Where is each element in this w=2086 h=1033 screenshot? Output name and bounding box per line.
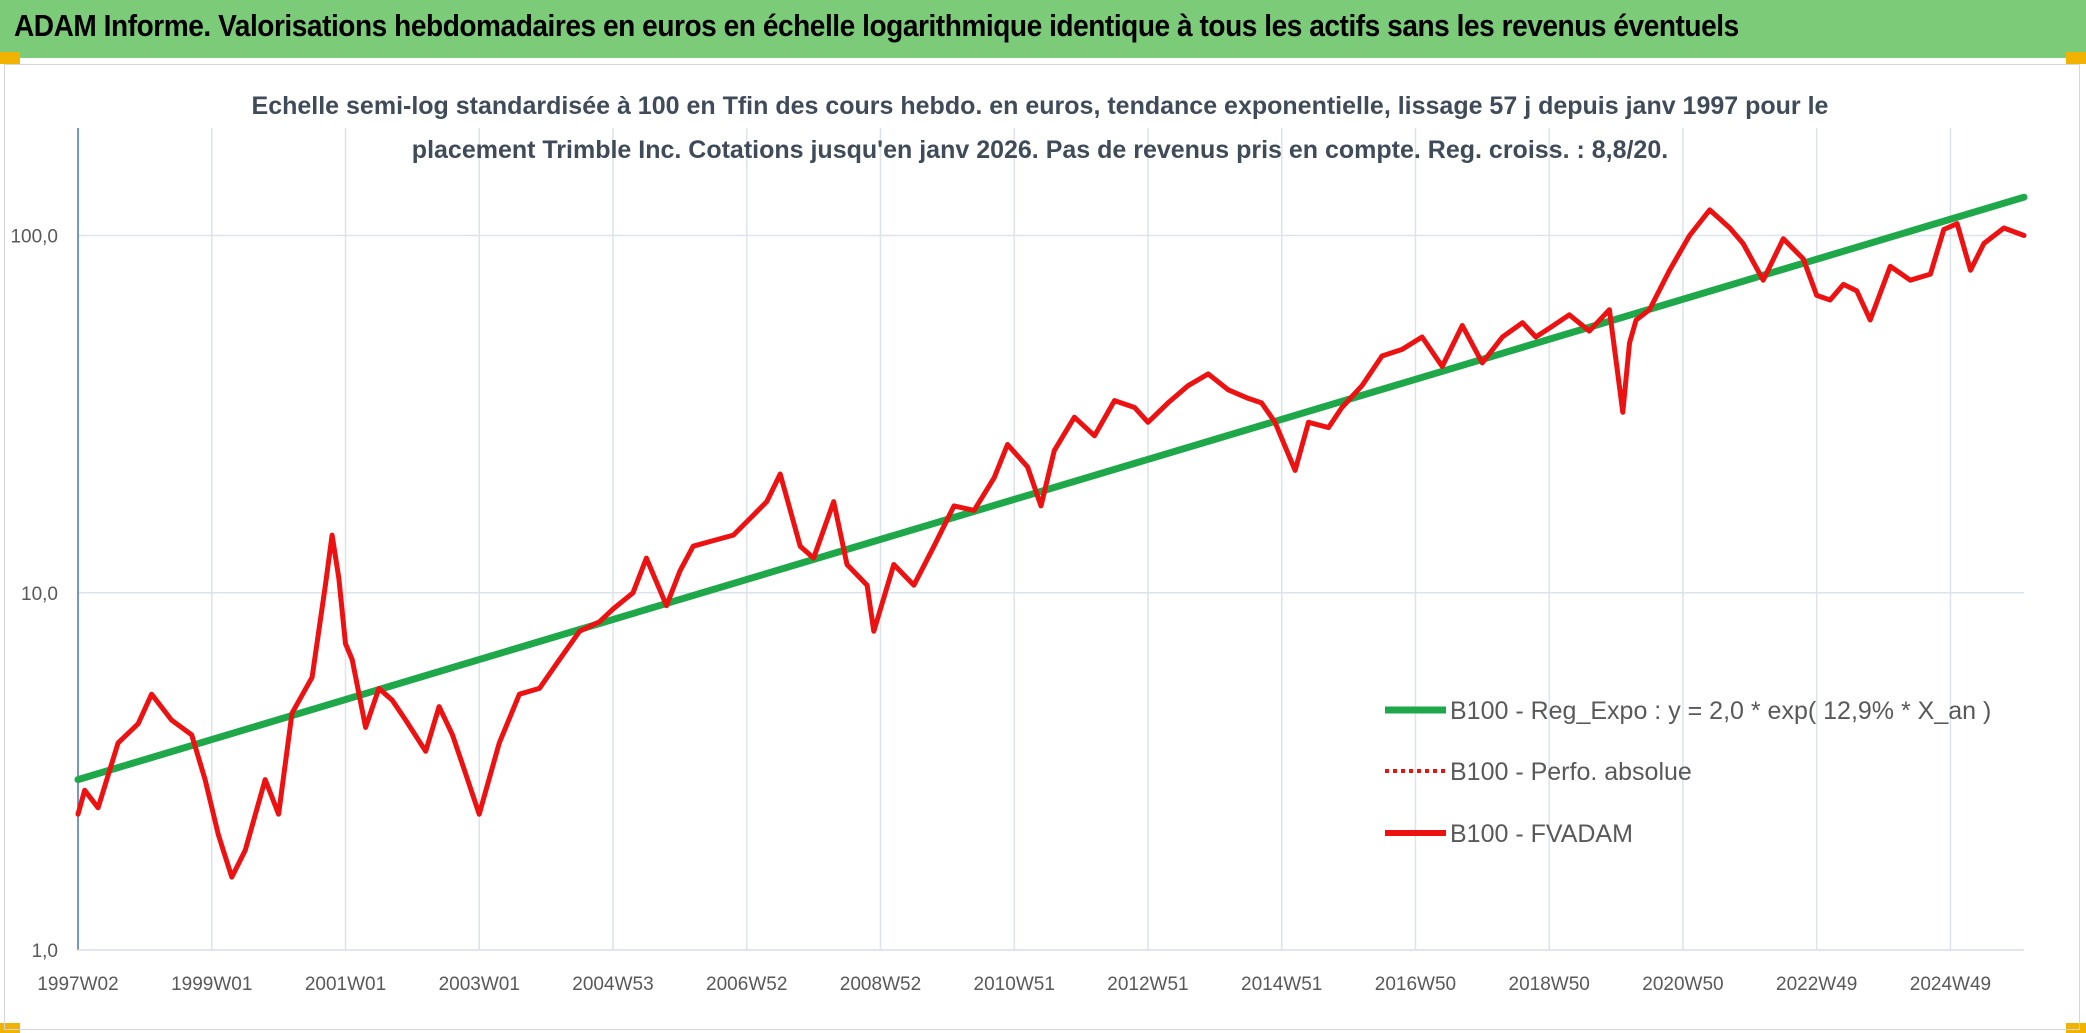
corner-accent-left <box>0 52 20 64</box>
y-tick-label: 100,0 <box>10 227 58 248</box>
x-tick-label: 1997W02 <box>37 974 118 995</box>
axes <box>77 128 2024 951</box>
x-tick-label: 2001W01 <box>305 974 386 995</box>
corner-accent-bottom-left <box>0 1023 20 1033</box>
legend-label-perfo: B100 - Perfo. absolue <box>1450 758 1692 786</box>
legend-label-trend: B100 - Reg_Expo : y = 2,0 * exp( 12,9% *… <box>1450 697 1991 725</box>
x-tick-label: 2016W50 <box>1375 974 1456 995</box>
corner-accent-bottom-right <box>2066 1023 2086 1033</box>
series-line-fvadam <box>75 207 2027 880</box>
x-tick-label: 2010W51 <box>974 974 1055 995</box>
chart-subtitle-line-2: placement Trimble Inc. Cotations jusqu'e… <box>412 136 1668 164</box>
corner-accent-right <box>2066 52 2086 64</box>
x-tick-labels: 1997W02 1999W01 2001W01 2003W01 2004W53 2006W… <box>37 974 1991 995</box>
x-tick-label: 2003W01 <box>439 974 520 995</box>
x-tick-label: 2024W49 <box>1910 974 1991 995</box>
series-line-trend <box>74 193 2028 784</box>
header-bar: ADAM Informe. Valorisations hebdomadaire… <box>0 0 2086 58</box>
x-tick-label: 1999W01 <box>171 974 252 995</box>
legend: B100 - Reg_Expo : y = 2,0 * exp( 12,9% *… <box>1385 697 1991 848</box>
x-tick-label: 2012W51 <box>1107 974 1188 995</box>
x-tick-label: 2008W52 <box>840 974 921 995</box>
y-tick-label: 1,0 <box>32 941 58 962</box>
x-tick-label: 2006W52 <box>706 974 787 995</box>
y-tick-labels: 1,0 10,0 100,0 <box>10 227 58 962</box>
x-tick-label: 2018W50 <box>1509 974 1590 995</box>
legend-label-fvadam: B100 - FVADAM <box>1450 820 1633 848</box>
series <box>74 193 2028 880</box>
chart-title: Echelle semi-log standardisée à 100 en T… <box>252 92 1829 164</box>
x-tick-label: 2014W51 <box>1241 974 1322 995</box>
x-tick-label: 2020W50 <box>1642 974 1723 995</box>
page-title: ADAM Informe. Valorisations hebdomadaire… <box>14 8 1739 43</box>
chart-frame <box>4 64 2080 1030</box>
x-tick-label: 2022W49 <box>1776 974 1857 995</box>
y-tick-label: 10,0 <box>21 584 58 605</box>
x-tick-label: 2004W53 <box>572 974 653 995</box>
grid <box>78 128 2024 951</box>
chart-subtitle-line-1: Echelle semi-log standardisée à 100 en T… <box>252 92 1829 120</box>
